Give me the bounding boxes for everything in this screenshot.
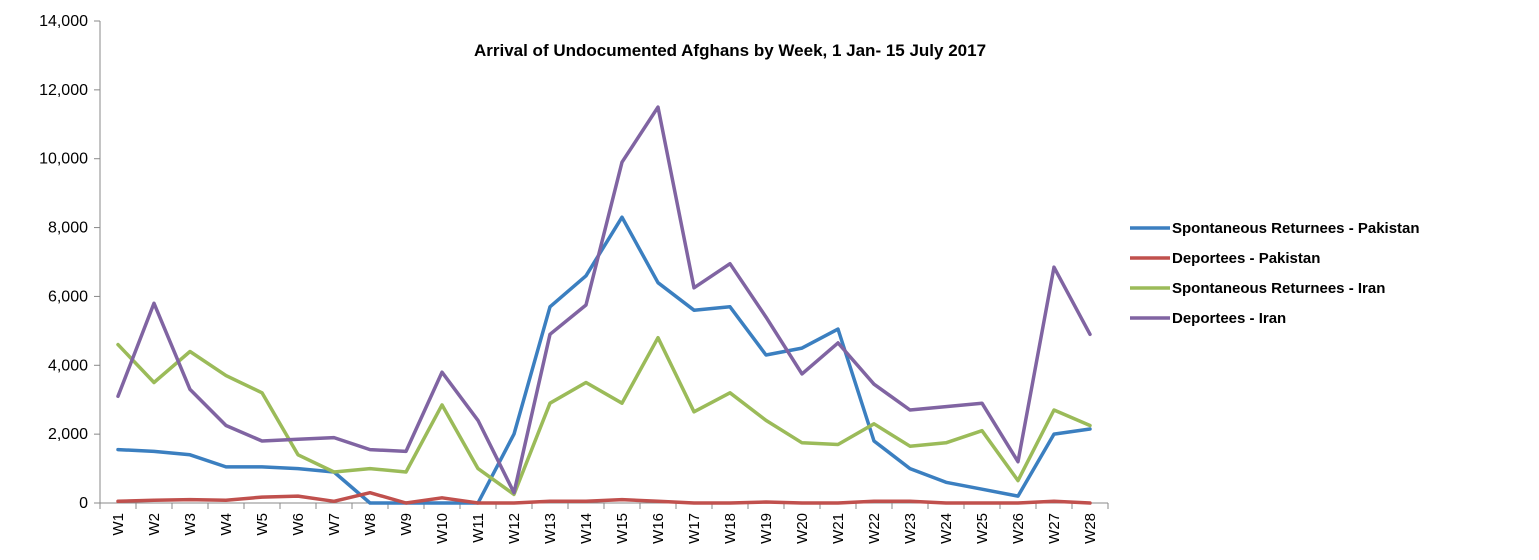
x-axis: W1 W2 W3 W4 W5 W6 W7 W8 W9 W10 W11 W12 W13 W14 W15 W16 W…: [99, 502, 1109, 544]
legend-label-deportees-iran: Deportees - Iran: [1172, 310, 1286, 327]
x-tick-label: W6: [290, 513, 307, 536]
series-line-spontaneous-returnees-pakistan: [116, 215, 1092, 505]
legend: Spontaneous Returnees - Pakistan Deportee…: [1130, 220, 1420, 327]
y-tick-label: 0: [79, 495, 88, 512]
x-tick-label: W10: [434, 513, 451, 544]
x-tick-label: W24: [938, 513, 955, 544]
x-tick-label: W8: [362, 513, 379, 536]
x-tick-label: W27: [1046, 513, 1063, 544]
legend-label-spontaneous-returnees-pakistan: Spontaneous Returnees - Pakistan: [1172, 220, 1420, 237]
series-lines: [116, 105, 1092, 505]
x-tick-label: W2: [146, 513, 163, 536]
x-tick-label: W26: [1010, 513, 1027, 544]
legend-label-spontaneous-returnees-iran: Spontaneous Returnees - Iran: [1172, 280, 1385, 297]
x-tick-label: W13: [542, 513, 559, 544]
x-tick-label: W23: [902, 513, 919, 544]
x-tick-label: W18: [722, 513, 739, 544]
x-tick-label: W3: [182, 513, 199, 536]
y-tick-label: 10,000: [39, 151, 88, 168]
x-tick-label: W14: [578, 513, 595, 544]
x-tick-label: W11: [470, 513, 487, 543]
y-tick-label: 2,000: [48, 426, 88, 443]
x-tick-label: W20: [794, 513, 811, 544]
x-tick-label: W15: [614, 513, 631, 544]
y-tick-label: 14,000: [39, 13, 88, 30]
x-tick-label: W17: [686, 513, 703, 544]
series-line-spontaneous-returnees-iran: [116, 335, 1092, 497]
y-tick-label: 8,000: [48, 220, 88, 237]
x-tick-label: W25: [974, 513, 991, 544]
x-tick-label: W12: [506, 513, 523, 544]
x-tick-label: W4: [218, 513, 235, 536]
x-tick-label: W28: [1082, 513, 1099, 544]
x-tick-label: W16: [650, 513, 667, 544]
x-tick-label: W19: [758, 513, 775, 544]
x-tick-label: W1: [110, 513, 127, 536]
legend-label-deportees-pakistan: Deportees - Pakistan: [1172, 250, 1320, 267]
chart-title: Arrival of Undocumented Afghans by Week,…: [474, 41, 986, 60]
y-axis: 0 2,000 4,000 6,000 8,000 10,000 12,000 14,000: [39, 13, 101, 512]
x-tick-label: W7: [326, 513, 343, 536]
x-tick-label: W22: [866, 513, 883, 544]
x-tick-label: W9: [398, 513, 415, 536]
y-tick-label: 4,000: [48, 357, 88, 374]
series-line-deportees-iran: [116, 105, 1092, 495]
x-tick-label: W21: [830, 513, 847, 544]
y-tick-label: 6,000: [48, 288, 88, 305]
series-line-deportees-pakistan: [116, 490, 1092, 505]
y-tick-label: 12,000: [39, 82, 88, 99]
x-tick-label: W5: [254, 513, 271, 536]
